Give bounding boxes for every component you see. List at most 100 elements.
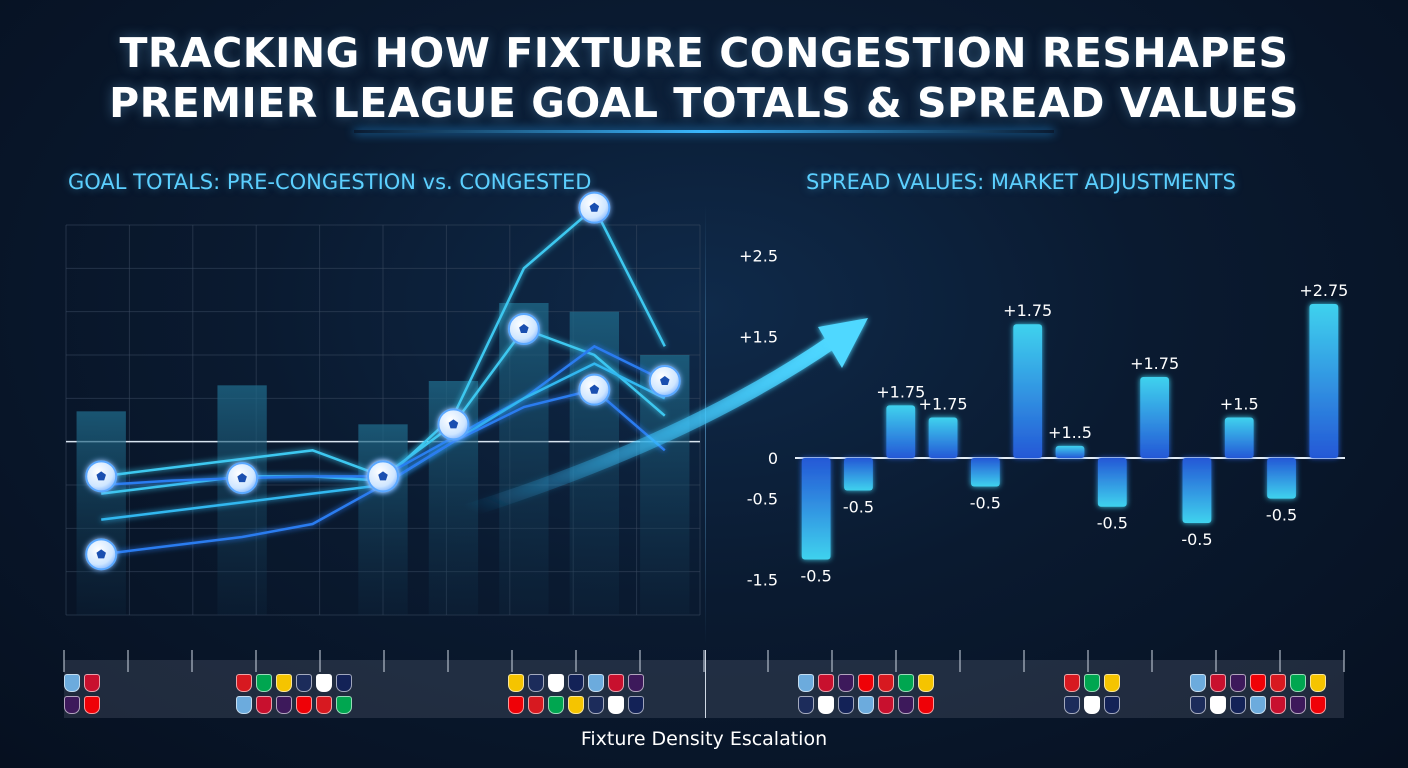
club-badge-icon [1270, 696, 1286, 714]
club-badge-icon [858, 696, 874, 714]
club-badge-icon [276, 696, 292, 714]
football-marker [85, 538, 118, 571]
football-marker [648, 365, 681, 397]
trend-arrow-head [818, 318, 868, 368]
background-bar [76, 411, 126, 615]
football-marker-patch [448, 419, 459, 429]
bar-data-label: -0.5 [801, 566, 832, 585]
club-badge-icon [508, 674, 524, 692]
background-bar [358, 424, 408, 615]
y-tick-label: +2.5 [739, 246, 778, 265]
left-chart-background-bars [76, 303, 690, 615]
spread-bar [1055, 445, 1085, 459]
club-badge-icon [608, 696, 624, 714]
club-badge-icon [588, 696, 604, 714]
club-badge-icon [336, 674, 352, 692]
club-badge-icon [818, 674, 834, 692]
club-badge-icon [1084, 696, 1100, 714]
club-badge-icon [1064, 674, 1080, 692]
club-badge-icon [296, 696, 312, 714]
fixture-strip-divider [705, 650, 706, 718]
club-badge-icon [568, 696, 584, 714]
club-badge-icon [898, 696, 914, 714]
spread-bar [928, 417, 958, 459]
club-badge-icon [878, 696, 894, 714]
football-marker-patch [519, 324, 529, 334]
club-badge-icon [838, 696, 854, 714]
spread-bar [1013, 324, 1043, 459]
club-badge-icon [528, 674, 544, 692]
right-chart-bars: -0.5-0.5+1.75+1.75-0.5+1.75+1..5-0.5+1.7… [801, 281, 1349, 586]
football-marker-patch [96, 471, 106, 481]
title-underline-glow [354, 130, 1054, 133]
spread-bar [844, 458, 873, 491]
club-badge-icon [236, 696, 252, 714]
y-tick-label: 0 [768, 449, 778, 468]
club-badge-icon [798, 696, 814, 714]
bar-data-label: -0.5 [843, 498, 874, 517]
background-bar [499, 303, 549, 615]
club-badge-icon [1104, 696, 1120, 714]
trend-arrow [463, 318, 868, 517]
bar-data-label: +1.75 [876, 382, 925, 401]
football-marker-patch [589, 384, 600, 394]
bar-data-label: +2.75 [1299, 281, 1348, 300]
club-badge-icon [548, 674, 564, 692]
y-tick-label: +1.5 [739, 327, 778, 346]
left-chart-title: GOAL TOTALS: PRE-CONGESTION vs. CONGESTE… [68, 170, 592, 194]
football-marker [226, 462, 259, 495]
spread-bar [1309, 303, 1339, 459]
club-badge-icon [84, 696, 100, 714]
left-chart-markers [85, 191, 681, 571]
club-badge-icon [1210, 696, 1226, 714]
title-line-2: PREMIER LEAGUE GOAL TOTALS & SPREAD VALU… [109, 79, 1299, 127]
club-badge-icon [316, 696, 332, 714]
club-badge-icon [568, 674, 584, 692]
y-tick-label: -1.5 [747, 571, 778, 590]
club-badge-icon [798, 674, 814, 692]
bar-data-label: -0.5 [1097, 514, 1128, 533]
bar-data-label: -0.5 [1181, 530, 1212, 549]
spread-bar [1097, 458, 1127, 507]
bar-data-label: +1.75 [1130, 354, 1179, 373]
page-title: TRACKING HOW FIXTURE CONGESTION RESHAPES… [0, 28, 1408, 128]
club-badge-icon [918, 674, 934, 692]
club-badge-icon [838, 674, 854, 692]
trend-arrow-shaft [463, 333, 842, 517]
club-badge-icon [628, 674, 644, 692]
club-badge-icon [84, 674, 100, 692]
bar-data-label: -0.5 [970, 493, 1001, 512]
football-marker [437, 408, 470, 441]
football-marker [85, 460, 118, 493]
club-badge-icon [256, 674, 272, 692]
club-badge-icon [588, 674, 604, 692]
club-badge-icon [918, 696, 934, 714]
bar-data-label: +1.75 [1003, 301, 1052, 320]
club-badge-icon [1270, 674, 1286, 692]
spread-bar [971, 458, 1000, 487]
football-marker [578, 191, 611, 224]
spread-bar [801, 458, 831, 560]
club-badge-icon [1210, 674, 1226, 692]
club-badge-icon [1084, 674, 1100, 692]
club-badge-icon [548, 696, 564, 714]
panel-divider [705, 205, 706, 645]
y-tick-label: -0.5 [747, 490, 778, 509]
spread-bar [1224, 417, 1254, 459]
x-axis-title: Fixture Density Escalation [580, 728, 828, 750]
spread-bar [1267, 458, 1296, 499]
spread-bar [886, 405, 916, 459]
club-badge-icon [608, 674, 624, 692]
club-badge-icon [256, 696, 272, 714]
bar-data-label: +1..5 [1048, 423, 1092, 442]
club-badge-icon [528, 696, 544, 714]
bar-data-label: -0.5 [1266, 506, 1297, 525]
club-badge-icon [878, 674, 894, 692]
club-badge-icon [1250, 674, 1266, 692]
football-marker [578, 373, 611, 406]
club-badge-icon [1230, 674, 1246, 692]
football-marker [367, 460, 399, 493]
bar-data-label: +1.5 [1220, 395, 1259, 414]
club-badge-icon [1230, 696, 1246, 714]
